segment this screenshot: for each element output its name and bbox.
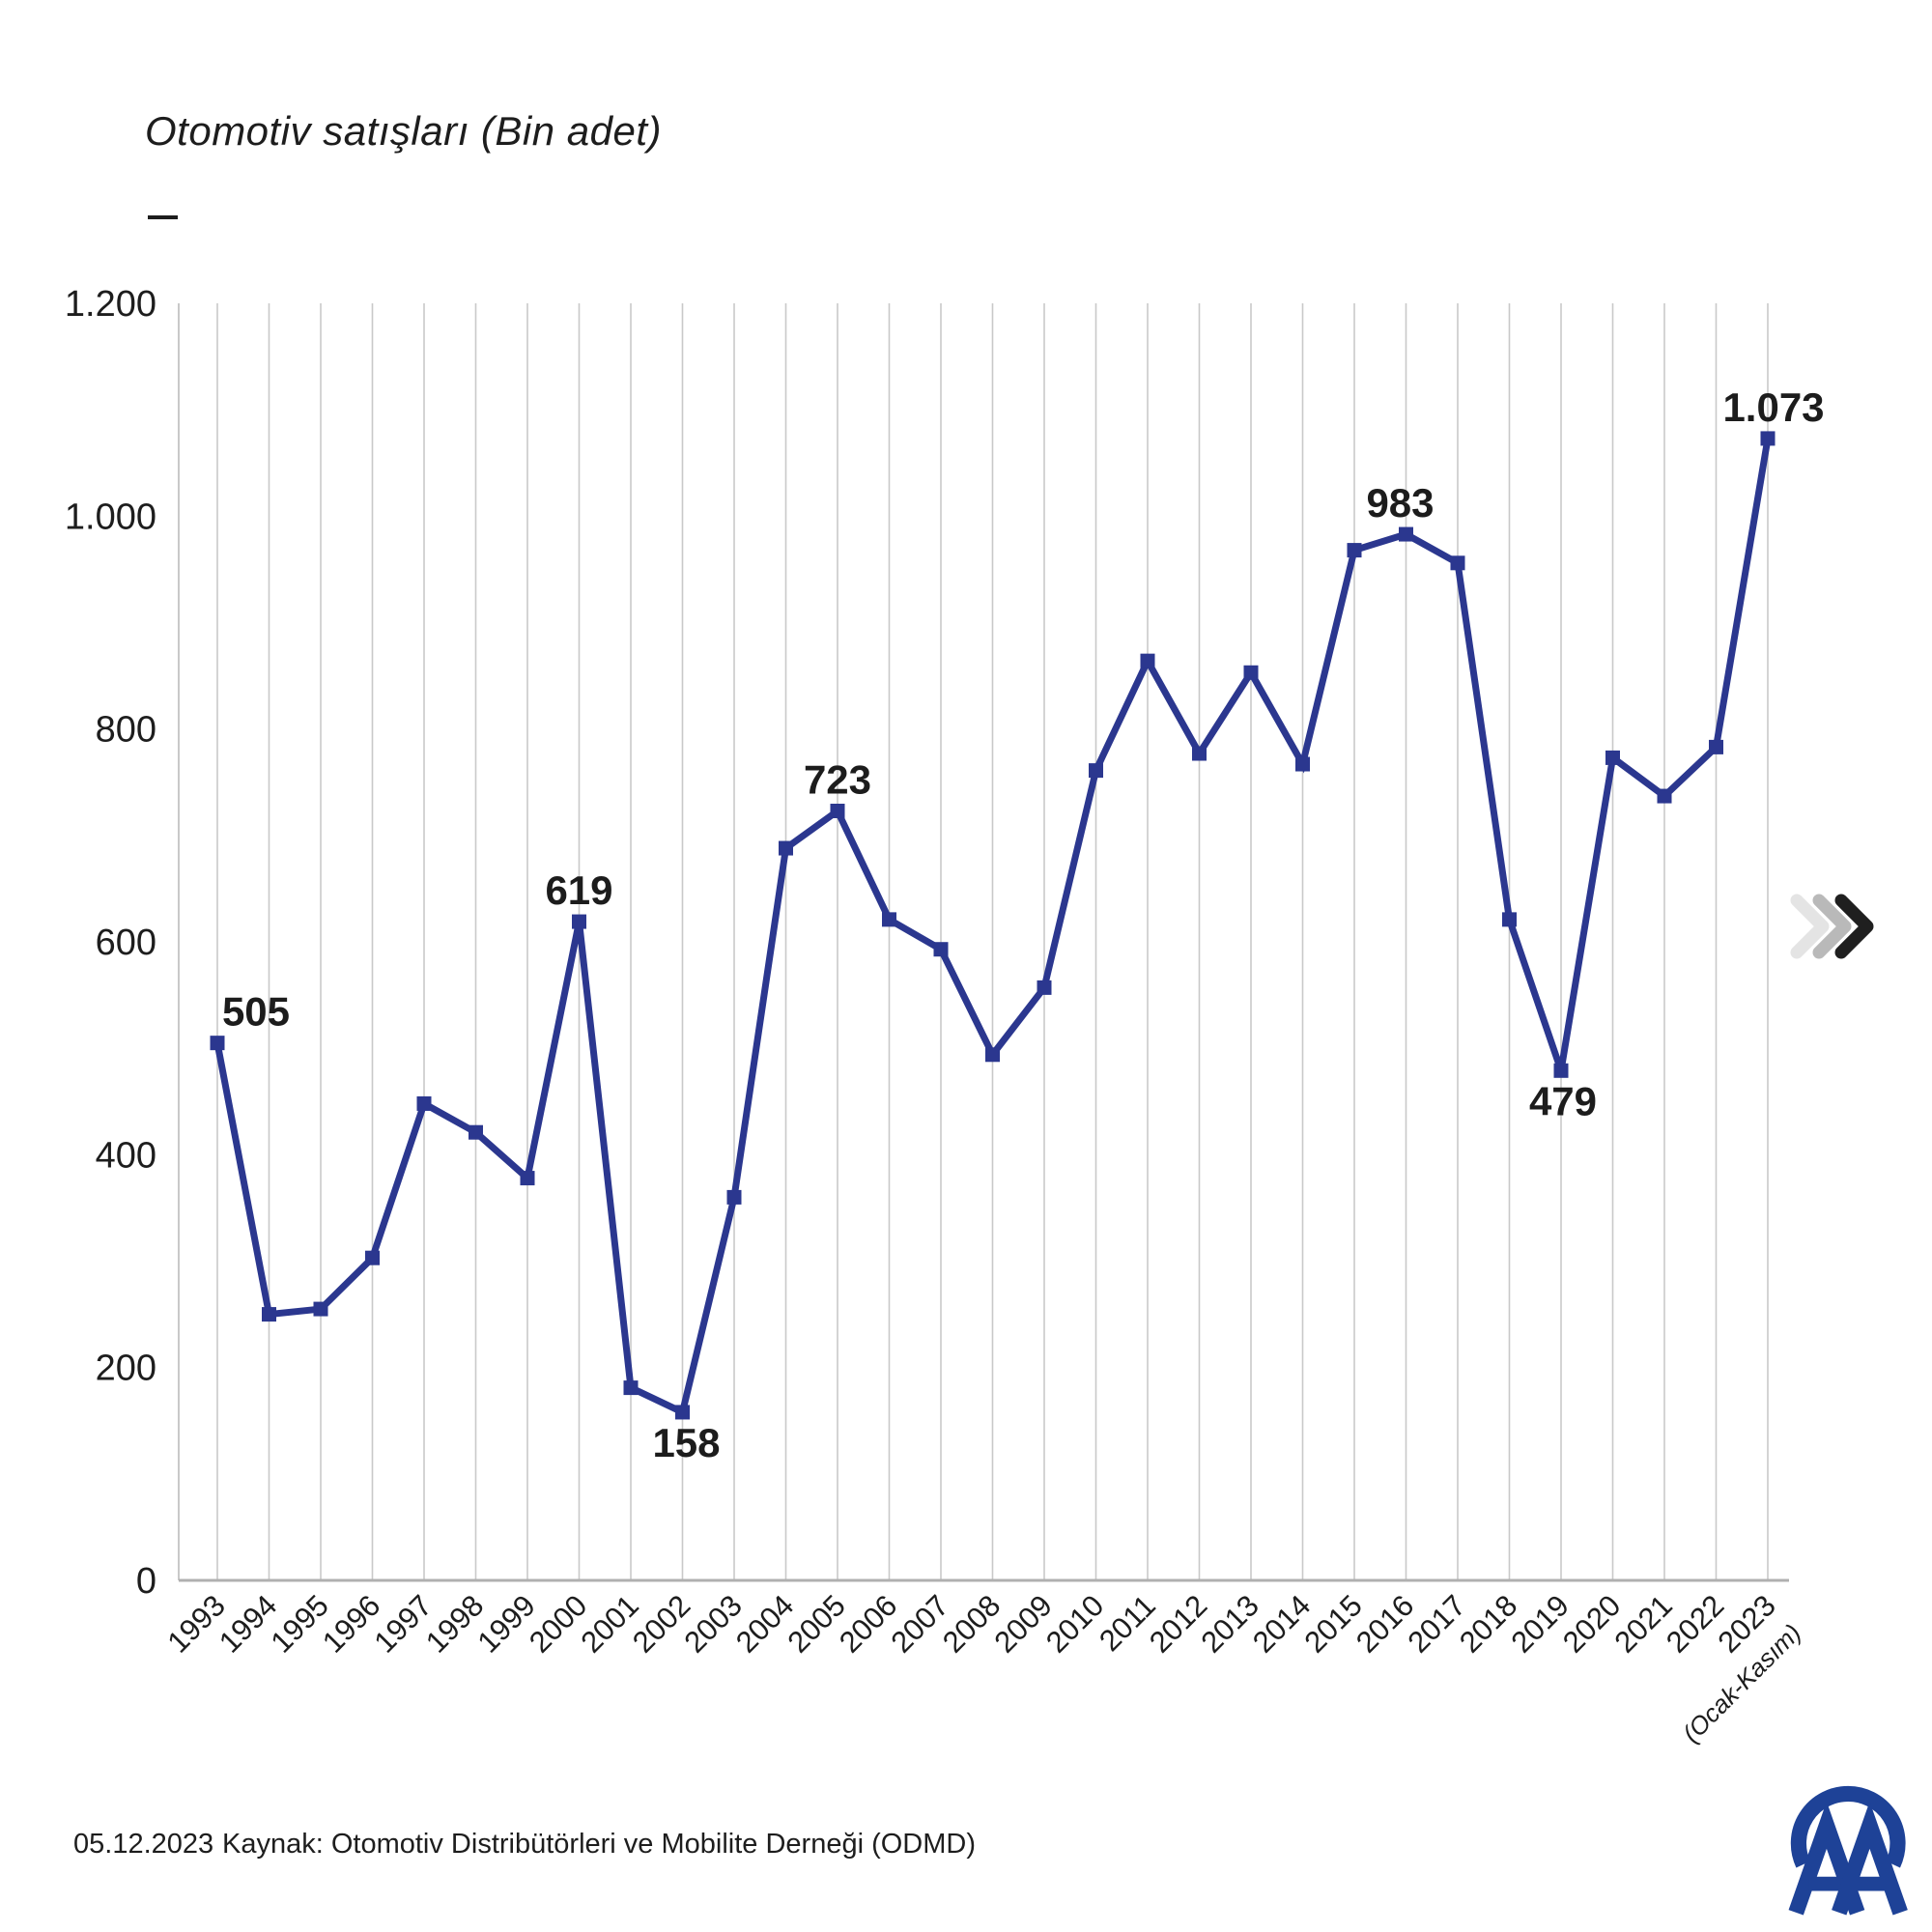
x-tick-label: 2010 <box>1039 1588 1111 1660</box>
data-point-2011 <box>1140 653 1155 668</box>
x-tick-label: 2016 <box>1350 1588 1421 1660</box>
data-point-2000 <box>572 914 586 929</box>
aa-logo <box>1788 1785 1908 1916</box>
data-point-2005 <box>830 803 845 818</box>
data-point-2009 <box>1037 980 1052 995</box>
data-point-1998 <box>469 1124 483 1140</box>
data-point-2008 <box>985 1047 1000 1063</box>
x-tick-label: 1998 <box>419 1588 491 1660</box>
x-tick-label: 1995 <box>264 1588 335 1660</box>
data-point-1999 <box>520 1171 535 1186</box>
x-tick-label: 2021 <box>1607 1588 1679 1660</box>
x-tick-label: 1996 <box>316 1588 387 1660</box>
data-point-2013 <box>1243 665 1259 680</box>
chevron-right-icon <box>1790 894 1830 959</box>
x-tick-label: 2020 <box>1556 1588 1628 1660</box>
x-tick-label: 1994 <box>213 1588 284 1660</box>
x-tick-label: 2018 <box>1453 1588 1524 1660</box>
data-point-2004 <box>779 840 793 856</box>
data-point-2016 <box>1399 526 1413 542</box>
point-label-1993: 505 <box>222 989 290 1035</box>
fast-forward-icon <box>1790 894 1874 959</box>
data-point-2002 <box>675 1405 690 1420</box>
y-tick-label: 400 <box>96 1135 156 1176</box>
x-tick-label: 2005 <box>781 1588 852 1660</box>
point-label-2005: 723 <box>804 756 871 802</box>
x-tick-label: 2011 <box>1093 1588 1162 1658</box>
x-tick-label: 2004 <box>729 1588 801 1660</box>
x-tick-label: 1997 <box>367 1588 439 1660</box>
chevron-right-icon <box>1834 894 1874 959</box>
x-tick-label: 2008 <box>936 1588 1008 1660</box>
x-tick-label: 2002 <box>626 1588 697 1660</box>
x-tick-label: 2012 <box>1143 1588 1214 1660</box>
data-point-2023 <box>1760 431 1776 446</box>
chart-title: Otomotiv satışları (Bin adet) <box>145 108 663 154</box>
footer-date: 05.12.2023 <box>73 1829 214 1860</box>
x-tick-label: 2003 <box>677 1588 749 1660</box>
point-label-2016: 983 <box>1366 480 1434 526</box>
x-tick-label: 2001 <box>574 1588 645 1660</box>
x-tick-label: 2022 <box>1660 1588 1731 1660</box>
x-tick-label: 2009 <box>987 1588 1059 1660</box>
data-point-2006 <box>882 912 896 927</box>
data-point-2018 <box>1502 912 1517 927</box>
x-tick-label: 2000 <box>523 1588 594 1660</box>
logo-letter-a <box>1832 1801 1908 1916</box>
data-point-1996 <box>365 1250 380 1265</box>
x-tick-label: 2015 <box>1297 1588 1369 1660</box>
data-point-2010 <box>1089 763 1103 779</box>
point-label-2002: 158 <box>652 1420 720 1465</box>
x-tick-label: 1999 <box>470 1588 542 1660</box>
footer: 05.12.2023 Kaynak: Otomotiv Distribütörl… <box>73 1829 976 1861</box>
y-tick-label: 600 <box>96 923 156 963</box>
data-point-1993 <box>210 1036 225 1051</box>
y-tick-label: 1.000 <box>65 497 156 537</box>
logo-arc <box>1790 1785 1906 1868</box>
title-underline <box>148 215 178 219</box>
data-point-2012 <box>1192 746 1207 761</box>
data-point-1997 <box>416 1095 432 1111</box>
point-label-2023: 1.073 <box>1722 384 1824 430</box>
x-tick-label: 2013 <box>1194 1588 1265 1660</box>
footer-source: Kaynak: Otomotiv Distribütörleri ve Mobi… <box>222 1829 976 1860</box>
data-point-2007 <box>933 942 949 957</box>
y-tick-label: 800 <box>96 710 156 751</box>
x-tick-label: 2006 <box>833 1588 904 1660</box>
y-tick-label: 200 <box>96 1349 156 1389</box>
data-point-2017 <box>1450 555 1465 571</box>
x-tick-label: 2019 <box>1504 1588 1576 1660</box>
x-tick-label: 2007 <box>884 1588 955 1660</box>
data-point-2001 <box>623 1380 639 1396</box>
x-tick-label: 2017 <box>1401 1588 1472 1660</box>
data-point-2020 <box>1605 750 1620 765</box>
data-point-2022 <box>1709 739 1723 754</box>
chevron-right-icon <box>1812 894 1852 959</box>
data-point-2003 <box>726 1189 742 1205</box>
x-tick-label: 2014 <box>1246 1588 1318 1660</box>
x-tick-label: 1993 <box>160 1588 232 1660</box>
data-point-2015 <box>1347 543 1362 558</box>
y-tick-label: 0 <box>136 1561 156 1602</box>
y-tick-label: 1.200 <box>65 284 156 325</box>
data-point-1995 <box>313 1301 328 1317</box>
data-point-1994 <box>262 1307 276 1322</box>
point-label-2019: 479 <box>1529 1078 1597 1123</box>
data-point-2014 <box>1295 756 1310 772</box>
point-label-2000: 619 <box>545 867 612 913</box>
data-point-2019 <box>1553 1063 1569 1078</box>
data-point-2021 <box>1657 788 1672 804</box>
